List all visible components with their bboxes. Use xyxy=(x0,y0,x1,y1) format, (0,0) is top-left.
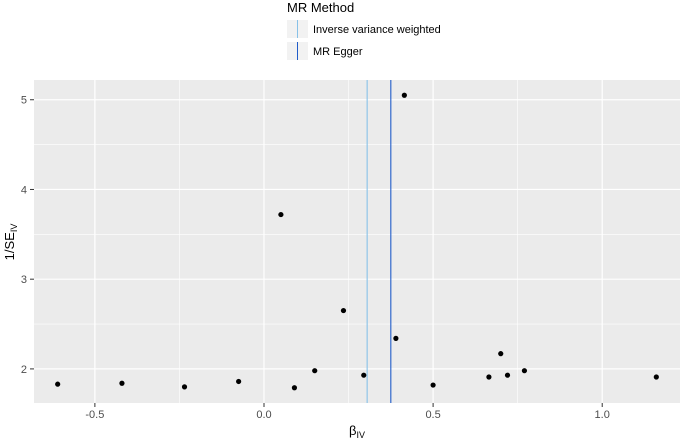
y-tick-label: 3 xyxy=(21,274,27,286)
data-point xyxy=(521,368,528,374)
minor-gridlines xyxy=(34,80,680,403)
data-point xyxy=(401,92,407,98)
legend: MR Method Inverse variance weighted MR E… xyxy=(287,0,441,60)
x-axis-title-sub: IV xyxy=(356,430,365,440)
x-tick-label: 1.0 xyxy=(595,409,610,421)
y-axis-title: 1/SEIV xyxy=(2,224,19,261)
data-point xyxy=(312,368,318,374)
data-point xyxy=(393,335,399,341)
data-point xyxy=(55,381,61,387)
data-point xyxy=(340,307,347,314)
data-point xyxy=(278,211,284,218)
reference-lines xyxy=(366,80,392,403)
data-point xyxy=(653,374,659,380)
legend-label-egger: MR Egger xyxy=(313,46,363,58)
x-tick-label: 0.5 xyxy=(425,409,440,421)
y-tick-label: 2 xyxy=(21,364,27,376)
y-tick-label: 5 xyxy=(21,95,27,107)
data-points xyxy=(55,92,659,391)
major-gridlines xyxy=(34,80,680,403)
data-point xyxy=(486,374,492,380)
data-point xyxy=(430,382,436,388)
plot-panel xyxy=(34,80,680,403)
data-point xyxy=(361,372,367,378)
data-point xyxy=(291,385,298,391)
data-point xyxy=(504,372,511,378)
data-point xyxy=(236,378,242,385)
y-tick-label: 4 xyxy=(21,184,27,196)
legend-title: MR Method xyxy=(287,0,354,15)
x-axis-title-main: β xyxy=(349,423,356,438)
y-axis-title-main: 1/SE xyxy=(2,232,17,261)
x-tick-label: -0.5 xyxy=(85,409,104,421)
data-point xyxy=(498,351,504,357)
y-axis-title-sub: IV xyxy=(9,224,19,233)
legend-label-ivw: Inverse variance weighted xyxy=(313,24,441,36)
x-tick-label: 0.0 xyxy=(256,409,271,421)
y-axis-ticks: 2 3 4 5 xyxy=(21,95,34,376)
data-point xyxy=(181,384,188,390)
x-axis-title: βIV xyxy=(349,423,365,440)
data-point xyxy=(119,380,125,386)
x-axis-ticks: -0.5 0.0 0.5 1.0 xyxy=(85,403,610,421)
